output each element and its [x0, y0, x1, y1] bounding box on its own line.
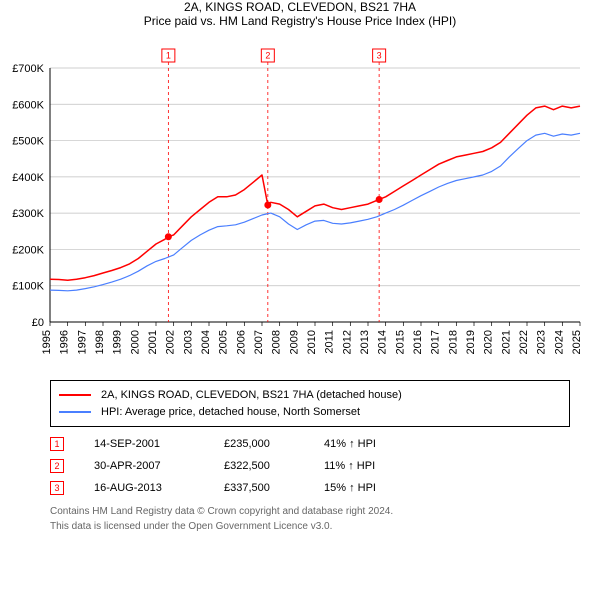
svg-text:2022: 2022: [518, 330, 530, 354]
chart-title: 2A, KINGS ROAD, CLEVEDON, BS21 7HA: [0, 0, 600, 14]
svg-text:2023: 2023: [536, 330, 548, 354]
svg-text:2010: 2010: [306, 330, 318, 354]
svg-text:2001: 2001: [147, 330, 159, 354]
sale-row: 1 14-SEP-2001£235,00041% ↑ HPI: [50, 433, 570, 455]
svg-text:1: 1: [166, 51, 171, 61]
svg-text:2006: 2006: [235, 330, 247, 354]
svg-text:2000: 2000: [129, 330, 141, 354]
svg-text:2014: 2014: [377, 330, 389, 354]
footer-line-2: This data is licensed under the Open Gov…: [50, 520, 570, 533]
sale-price: £322,500: [224, 460, 324, 472]
sale-marker-box: 2: [50, 459, 64, 473]
chart-subtitle: Price paid vs. HM Land Registry's House …: [0, 14, 600, 28]
svg-text:2009: 2009: [288, 330, 300, 354]
svg-text:2013: 2013: [359, 330, 371, 354]
sales-table: 1 14-SEP-2001£235,00041% ↑ HPI 2 30-APR-200…: [50, 433, 570, 499]
svg-text:2025: 2025: [571, 330, 583, 354]
sale-row: 3 16-AUG-2013£337,50015% ↑ HPI: [50, 477, 570, 499]
svg-text:3: 3: [377, 51, 382, 61]
legend-item: 2A, KINGS ROAD, CLEVEDON, BS21 7HA (deta…: [59, 387, 561, 404]
line-chart: £0 £100K £200K £300K £400K £500K £600K £700K 199…: [0, 32, 600, 372]
svg-text:2017: 2017: [430, 330, 442, 354]
svg-text:£0: £0: [32, 317, 44, 329]
legend-label: 2A, KINGS ROAD, CLEVEDON, BS21 7HA (deta…: [101, 387, 402, 404]
svg-text:£300K: £300K: [12, 208, 44, 220]
svg-text:2020: 2020: [483, 330, 495, 354]
sale-hpi: 41% ↑ HPI: [324, 438, 376, 450]
svg-text:£400K: £400K: [12, 172, 44, 184]
svg-text:1997: 1997: [76, 330, 88, 354]
svg-text:2004: 2004: [200, 330, 212, 354]
svg-text:2005: 2005: [218, 330, 230, 354]
sale-row: 2 30-APR-2007£322,50011% ↑ HPI: [50, 455, 570, 477]
legend-swatch: [59, 411, 91, 413]
svg-text:2018: 2018: [447, 330, 459, 354]
footer-line-1: Contains HM Land Registry data © Crown c…: [50, 505, 570, 518]
legend-swatch: [59, 394, 91, 396]
svg-text:£500K: £500K: [12, 136, 44, 148]
sale-date: 30-APR-2007: [94, 460, 224, 472]
svg-text:2002: 2002: [165, 330, 177, 354]
svg-text:2019: 2019: [465, 330, 477, 354]
svg-text:1998: 1998: [94, 330, 106, 354]
svg-text:£100K: £100K: [12, 281, 44, 293]
sale-date: 16-AUG-2013: [94, 482, 224, 494]
svg-text:2011: 2011: [324, 330, 336, 354]
svg-text:2016: 2016: [412, 330, 424, 354]
svg-text:2024: 2024: [553, 330, 565, 354]
svg-text:2008: 2008: [271, 330, 283, 354]
sale-marker-box: 1: [50, 437, 64, 451]
sale-date: 14-SEP-2001: [94, 438, 224, 450]
svg-text:2007: 2007: [253, 330, 265, 354]
sale-hpi: 11% ↑ HPI: [324, 460, 375, 472]
sale-price: £235,000: [224, 438, 324, 450]
svg-text:1999: 1999: [112, 330, 124, 354]
svg-text:2012: 2012: [341, 330, 353, 354]
svg-text:1996: 1996: [59, 330, 71, 354]
svg-text:2021: 2021: [500, 330, 512, 354]
svg-text:£200K: £200K: [12, 244, 44, 256]
svg-text:£700K: £700K: [12, 63, 44, 75]
legend-item: HPI: Average price, detached house, Nort…: [59, 404, 561, 421]
svg-text:2003: 2003: [182, 330, 194, 354]
sale-hpi: 15% ↑ HPI: [324, 482, 376, 494]
svg-text:2: 2: [265, 51, 270, 61]
sale-marker-box: 3: [50, 481, 64, 495]
svg-text:£600K: £600K: [12, 99, 44, 111]
sale-price: £337,500: [224, 482, 324, 494]
legend-label: HPI: Average price, detached house, Nort…: [101, 404, 360, 421]
svg-text:1995: 1995: [41, 330, 53, 354]
chart-area: £0 £100K £200K £300K £400K £500K £600K £700K 199…: [0, 32, 600, 372]
svg-text:2015: 2015: [394, 330, 406, 354]
legend: 2A, KINGS ROAD, CLEVEDON, BS21 7HA (deta…: [50, 380, 570, 427]
